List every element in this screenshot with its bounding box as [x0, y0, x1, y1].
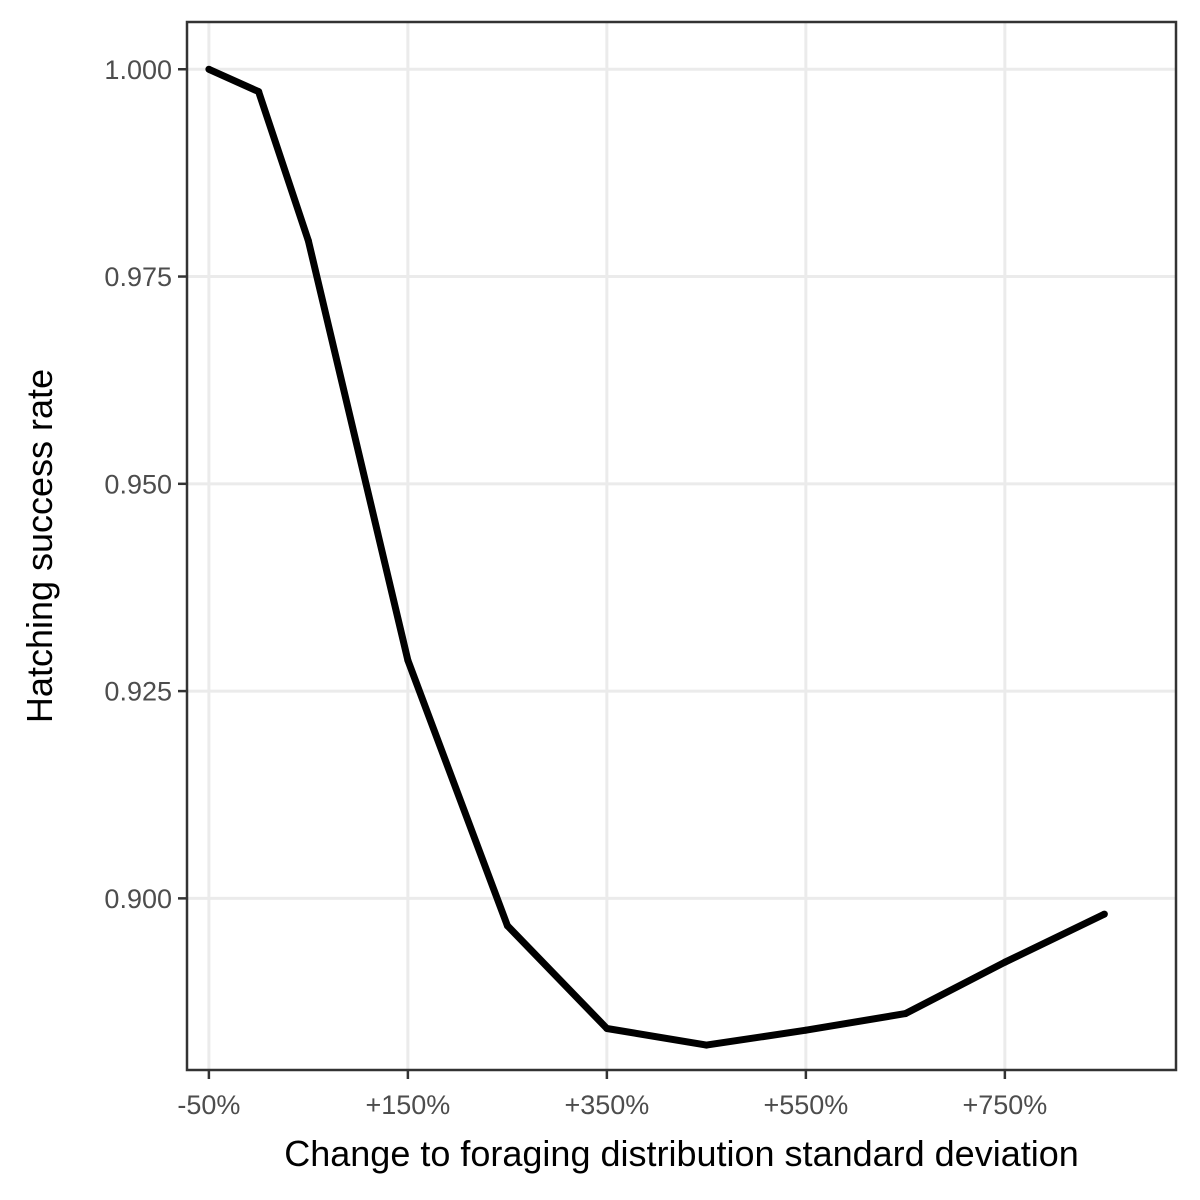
- data-point: [802, 1026, 810, 1034]
- data-point: [603, 1025, 611, 1033]
- x-tick-label: +750%: [962, 1090, 1047, 1120]
- x-tick-label: +550%: [763, 1090, 848, 1120]
- x-axis-title: Change to foraging distribution standard…: [284, 1133, 1079, 1174]
- data-point: [255, 88, 263, 96]
- grid: [187, 22, 1176, 1070]
- data-point: [901, 1010, 909, 1018]
- y-tick-label: 1.000: [104, 55, 172, 85]
- x-tick-label: +150%: [365, 1090, 450, 1120]
- x-tick-label: +350%: [564, 1090, 649, 1120]
- x-tick-label: -50%: [177, 1090, 240, 1120]
- x-axis: -50% +150% +350% +550% +750%: [177, 1070, 1047, 1120]
- y-axis-title: Hatching success rate: [19, 369, 60, 723]
- data-points: [205, 65, 1108, 1049]
- y-axis: 0.900 0.925 0.950 0.975 1.000: [104, 55, 187, 914]
- data-point: [503, 922, 511, 930]
- data-point: [404, 656, 412, 664]
- y-tick-label: 0.975: [104, 262, 172, 292]
- data-point: [304, 237, 312, 245]
- plot-panel-border: [185, 20, 1178, 1072]
- y-tick-label: 0.925: [104, 677, 172, 707]
- data-point: [1100, 910, 1108, 918]
- data-point: [702, 1041, 710, 1049]
- y-tick-label: 0.950: [104, 469, 172, 499]
- data-point: [205, 65, 213, 73]
- data-point: [1001, 958, 1009, 966]
- y-tick-label: 0.900: [104, 884, 172, 914]
